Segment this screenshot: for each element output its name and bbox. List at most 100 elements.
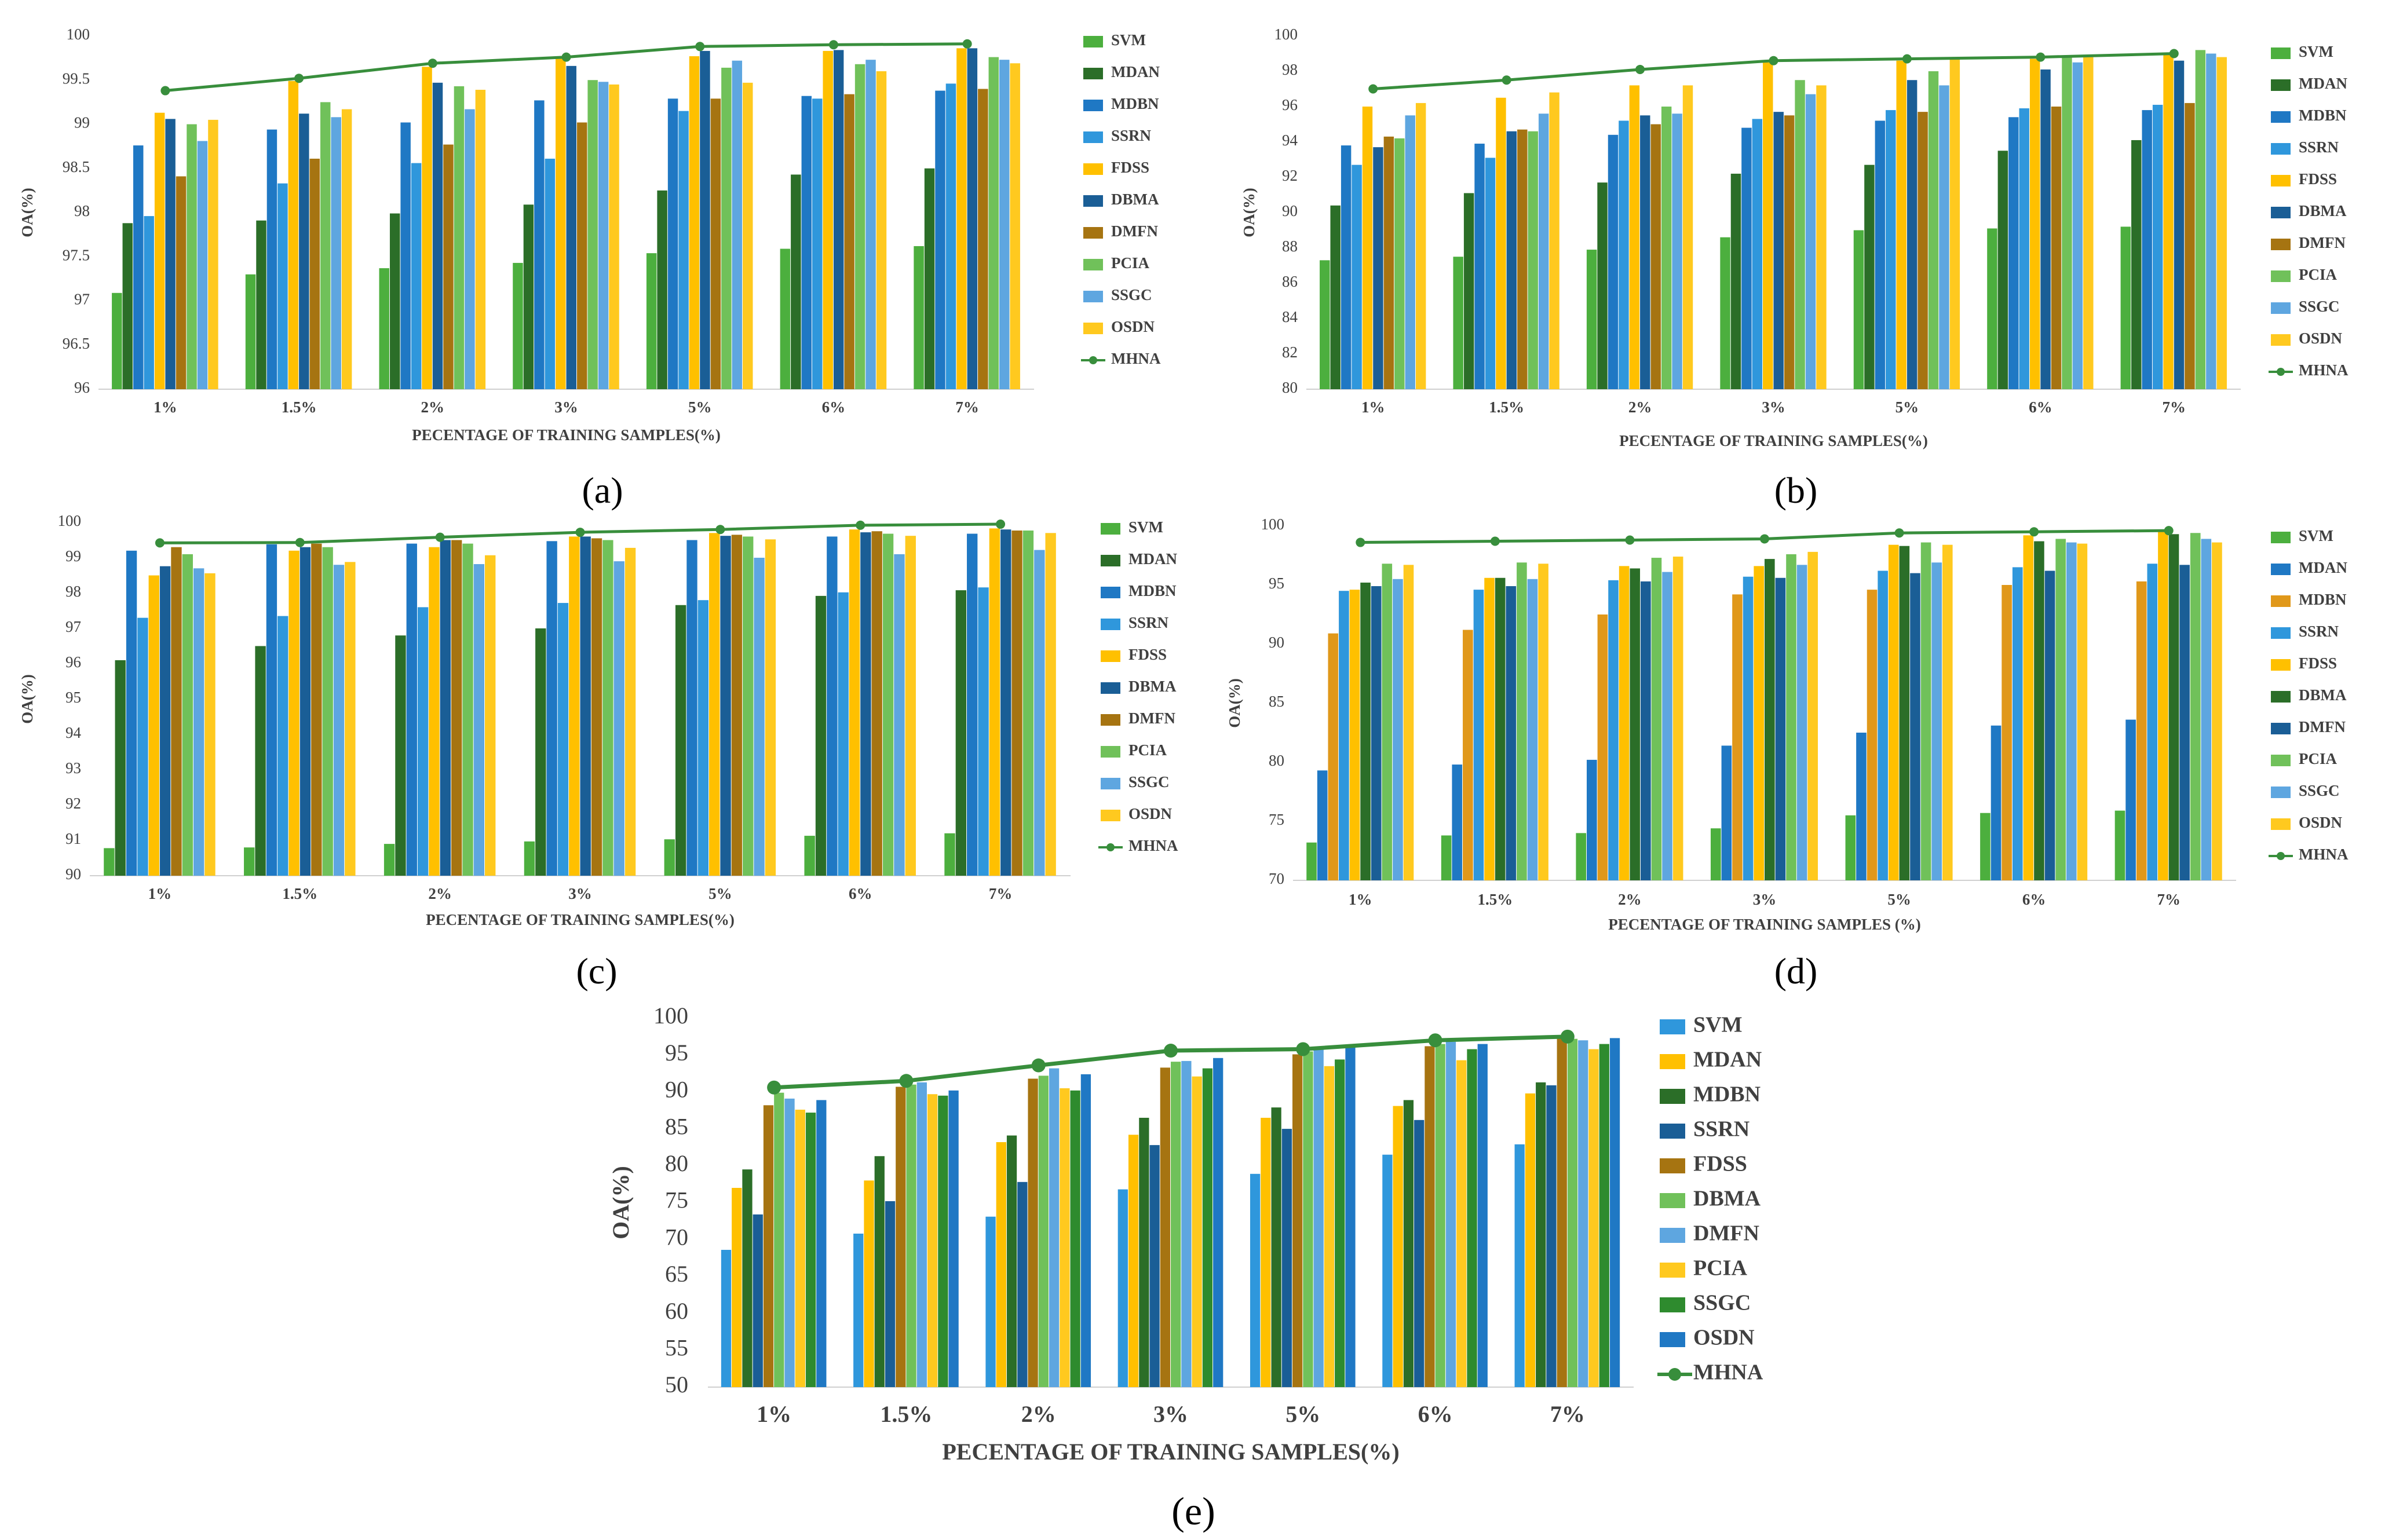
y-tick-label: 97 — [65, 618, 81, 635]
bar-mdan-5% — [1261, 1117, 1271, 1387]
legend: SVM MDAN MDBN SSRN FDSS DBMA DMFN PCIA SSGC OSDN M… — [2269, 527, 2349, 863]
bar-mdbn-5% — [1271, 1107, 1281, 1387]
bar-pcia-6% — [2055, 539, 2066, 880]
legend-swatch-dbma — [1083, 195, 1103, 207]
point-mhna-3% — [1164, 1044, 1178, 1058]
bar-mdan-1.5% — [1452, 764, 1463, 880]
bar-ssgc-7% — [2206, 53, 2216, 389]
bar-svm-1% — [721, 1250, 732, 1387]
chart-panel-e: 50 55 60 65 70 75 80 85 90 95 100 1% 1.5% 2% 3% 5% 6% 7% P… — [608, 1003, 1763, 1533]
bar-svm-3% — [1117, 1189, 1128, 1387]
bar-pcia-1% — [187, 124, 197, 389]
bar-ssrn-5% — [697, 600, 709, 876]
bar-fdss-5% — [689, 56, 700, 389]
y-tick-label: 97 — [74, 291, 90, 308]
bar-ssgc-3% — [613, 561, 624, 876]
bar-svm-2% — [985, 1216, 996, 1387]
bar-osdn-2% — [1080, 1074, 1091, 1387]
point-mhna-7% — [2169, 49, 2179, 58]
bar-mdbn-2% — [1608, 134, 1619, 390]
bar-fdss-1.5% — [288, 550, 300, 876]
bar-osdn-5% — [743, 82, 753, 389]
bar-mdan-1.5% — [255, 646, 266, 876]
bar-svm-2% — [1586, 250, 1597, 389]
legend-label-fdss: FDSS — [1128, 646, 1167, 663]
bar-dbma-7% — [2168, 534, 2179, 880]
bar-mdbn-5% — [1875, 120, 1886, 389]
bar-svm-5% — [1845, 815, 1856, 880]
bar-dmfn-2% — [1650, 124, 1661, 389]
bar-pcia-2% — [1661, 107, 1672, 389]
bar-pcia-1.5% — [322, 547, 333, 876]
legend-swatch-ssgc — [2271, 302, 2291, 314]
bar-mdan-2% — [1597, 182, 1608, 389]
bar-svm-7% — [1514, 1144, 1525, 1387]
bar-dbma-2% — [1630, 568, 1641, 880]
x-tick-label: 2% — [428, 885, 452, 902]
legend-swatch-ssrn — [1083, 131, 1103, 143]
legend-label-dmfn: DMFN — [2299, 234, 2346, 251]
bar-ssrn-6% — [1414, 1120, 1425, 1387]
bar-svm-6% — [804, 836, 815, 876]
legend-label-ssgc: SSGC — [1128, 773, 1170, 791]
bar-ssgc-1% — [1393, 579, 1403, 880]
legend-label-dmfn: DMFN — [1128, 709, 1175, 727]
bar-dmfn-6% — [2044, 570, 2055, 880]
bar-mdbn-1% — [1341, 145, 1352, 389]
legend-label-osdn: OSDN — [1128, 805, 1173, 822]
x-tick-label: 2% — [1618, 891, 1642, 908]
bar-dmfn-3% — [591, 538, 602, 876]
point-mhna-3% — [1769, 56, 1778, 65]
bar-osdn-7% — [1045, 533, 1056, 876]
y-tick-label: 70 — [665, 1224, 688, 1250]
bar-dmfn-7% — [1578, 1040, 1588, 1387]
legend-marker-mhna — [1106, 843, 1115, 851]
bar-pcia-3% — [602, 540, 613, 876]
bar-ssgc-1.5% — [333, 565, 345, 876]
bar-dmfn-2% — [1641, 581, 1651, 880]
bar-mdan-1% — [115, 660, 126, 876]
y-tick-label: 85 — [1269, 693, 1284, 710]
bar-fdss-2% — [422, 67, 432, 389]
bar-mdbn-1.5% — [1463, 630, 1473, 880]
legend-swatch-ssgc — [1101, 778, 1120, 789]
bar-svm-1% — [104, 848, 115, 876]
bar-pcia-1% — [1394, 138, 1405, 389]
point-mhna-1.5% — [295, 537, 305, 547]
y-tick-label: 100 — [1261, 515, 1285, 533]
bar-fdss-1% — [154, 112, 165, 390]
legend-label-dbma: DBMA — [2299, 686, 2347, 704]
bar-dmfn-7% — [2185, 103, 2195, 389]
y-tick-label: 97.5 — [63, 246, 90, 264]
bar-mdbn-5% — [1867, 590, 1878, 880]
bar-pcia-5% — [1928, 71, 1939, 389]
bar-dmfn-1% — [176, 176, 187, 389]
bar-osdn-2% — [1672, 557, 1683, 880]
legend-label-osdn: OSDN — [2299, 330, 2343, 347]
bar-mdan-1.5% — [256, 220, 266, 389]
bar-svm-1% — [1306, 842, 1317, 880]
bar-dmfn-1.5% — [311, 543, 322, 876]
bar-dbma-6% — [2040, 69, 2051, 389]
y-tick-label: 92 — [1282, 167, 1298, 184]
x-tick-label: 1.5% — [282, 885, 317, 902]
bar-svm-1.5% — [853, 1234, 864, 1387]
chart-panel-b: 80 82 84 86 88 90 92 94 96 98 100 1% 1.5% 2% 3% 5% 6% 7% P… — [1240, 25, 2349, 511]
bar-mdbn-7% — [967, 533, 978, 876]
legend: SVM MDAN MDBN SSRN FDSS DBMA DMFN PCIA SSGC OSDN M… — [1098, 518, 1178, 854]
x-tick-label: 6% — [2022, 891, 2046, 908]
bar-pcia-7% — [2190, 533, 2201, 880]
bar-dbma-2% — [1640, 115, 1650, 389]
bar-osdn-3% — [624, 547, 636, 876]
y-tick-label: 96.5 — [63, 335, 90, 352]
y-tick-label: 55 — [665, 1334, 688, 1360]
bar-osdn-6% — [1477, 1044, 1488, 1387]
y-tick-label: 98.5 — [63, 158, 90, 175]
bar-dbma-3% — [1773, 112, 1784, 389]
bar-fdss-7% — [989, 528, 1000, 876]
legend-swatch-mdbn — [1083, 100, 1103, 111]
bar-mdan-1% — [1330, 205, 1341, 389]
bar-ssgc-5% — [1335, 1059, 1345, 1387]
x-tick-label: 5% — [1887, 891, 1911, 908]
legend-label-ssrn: SSRN — [2299, 138, 2339, 156]
